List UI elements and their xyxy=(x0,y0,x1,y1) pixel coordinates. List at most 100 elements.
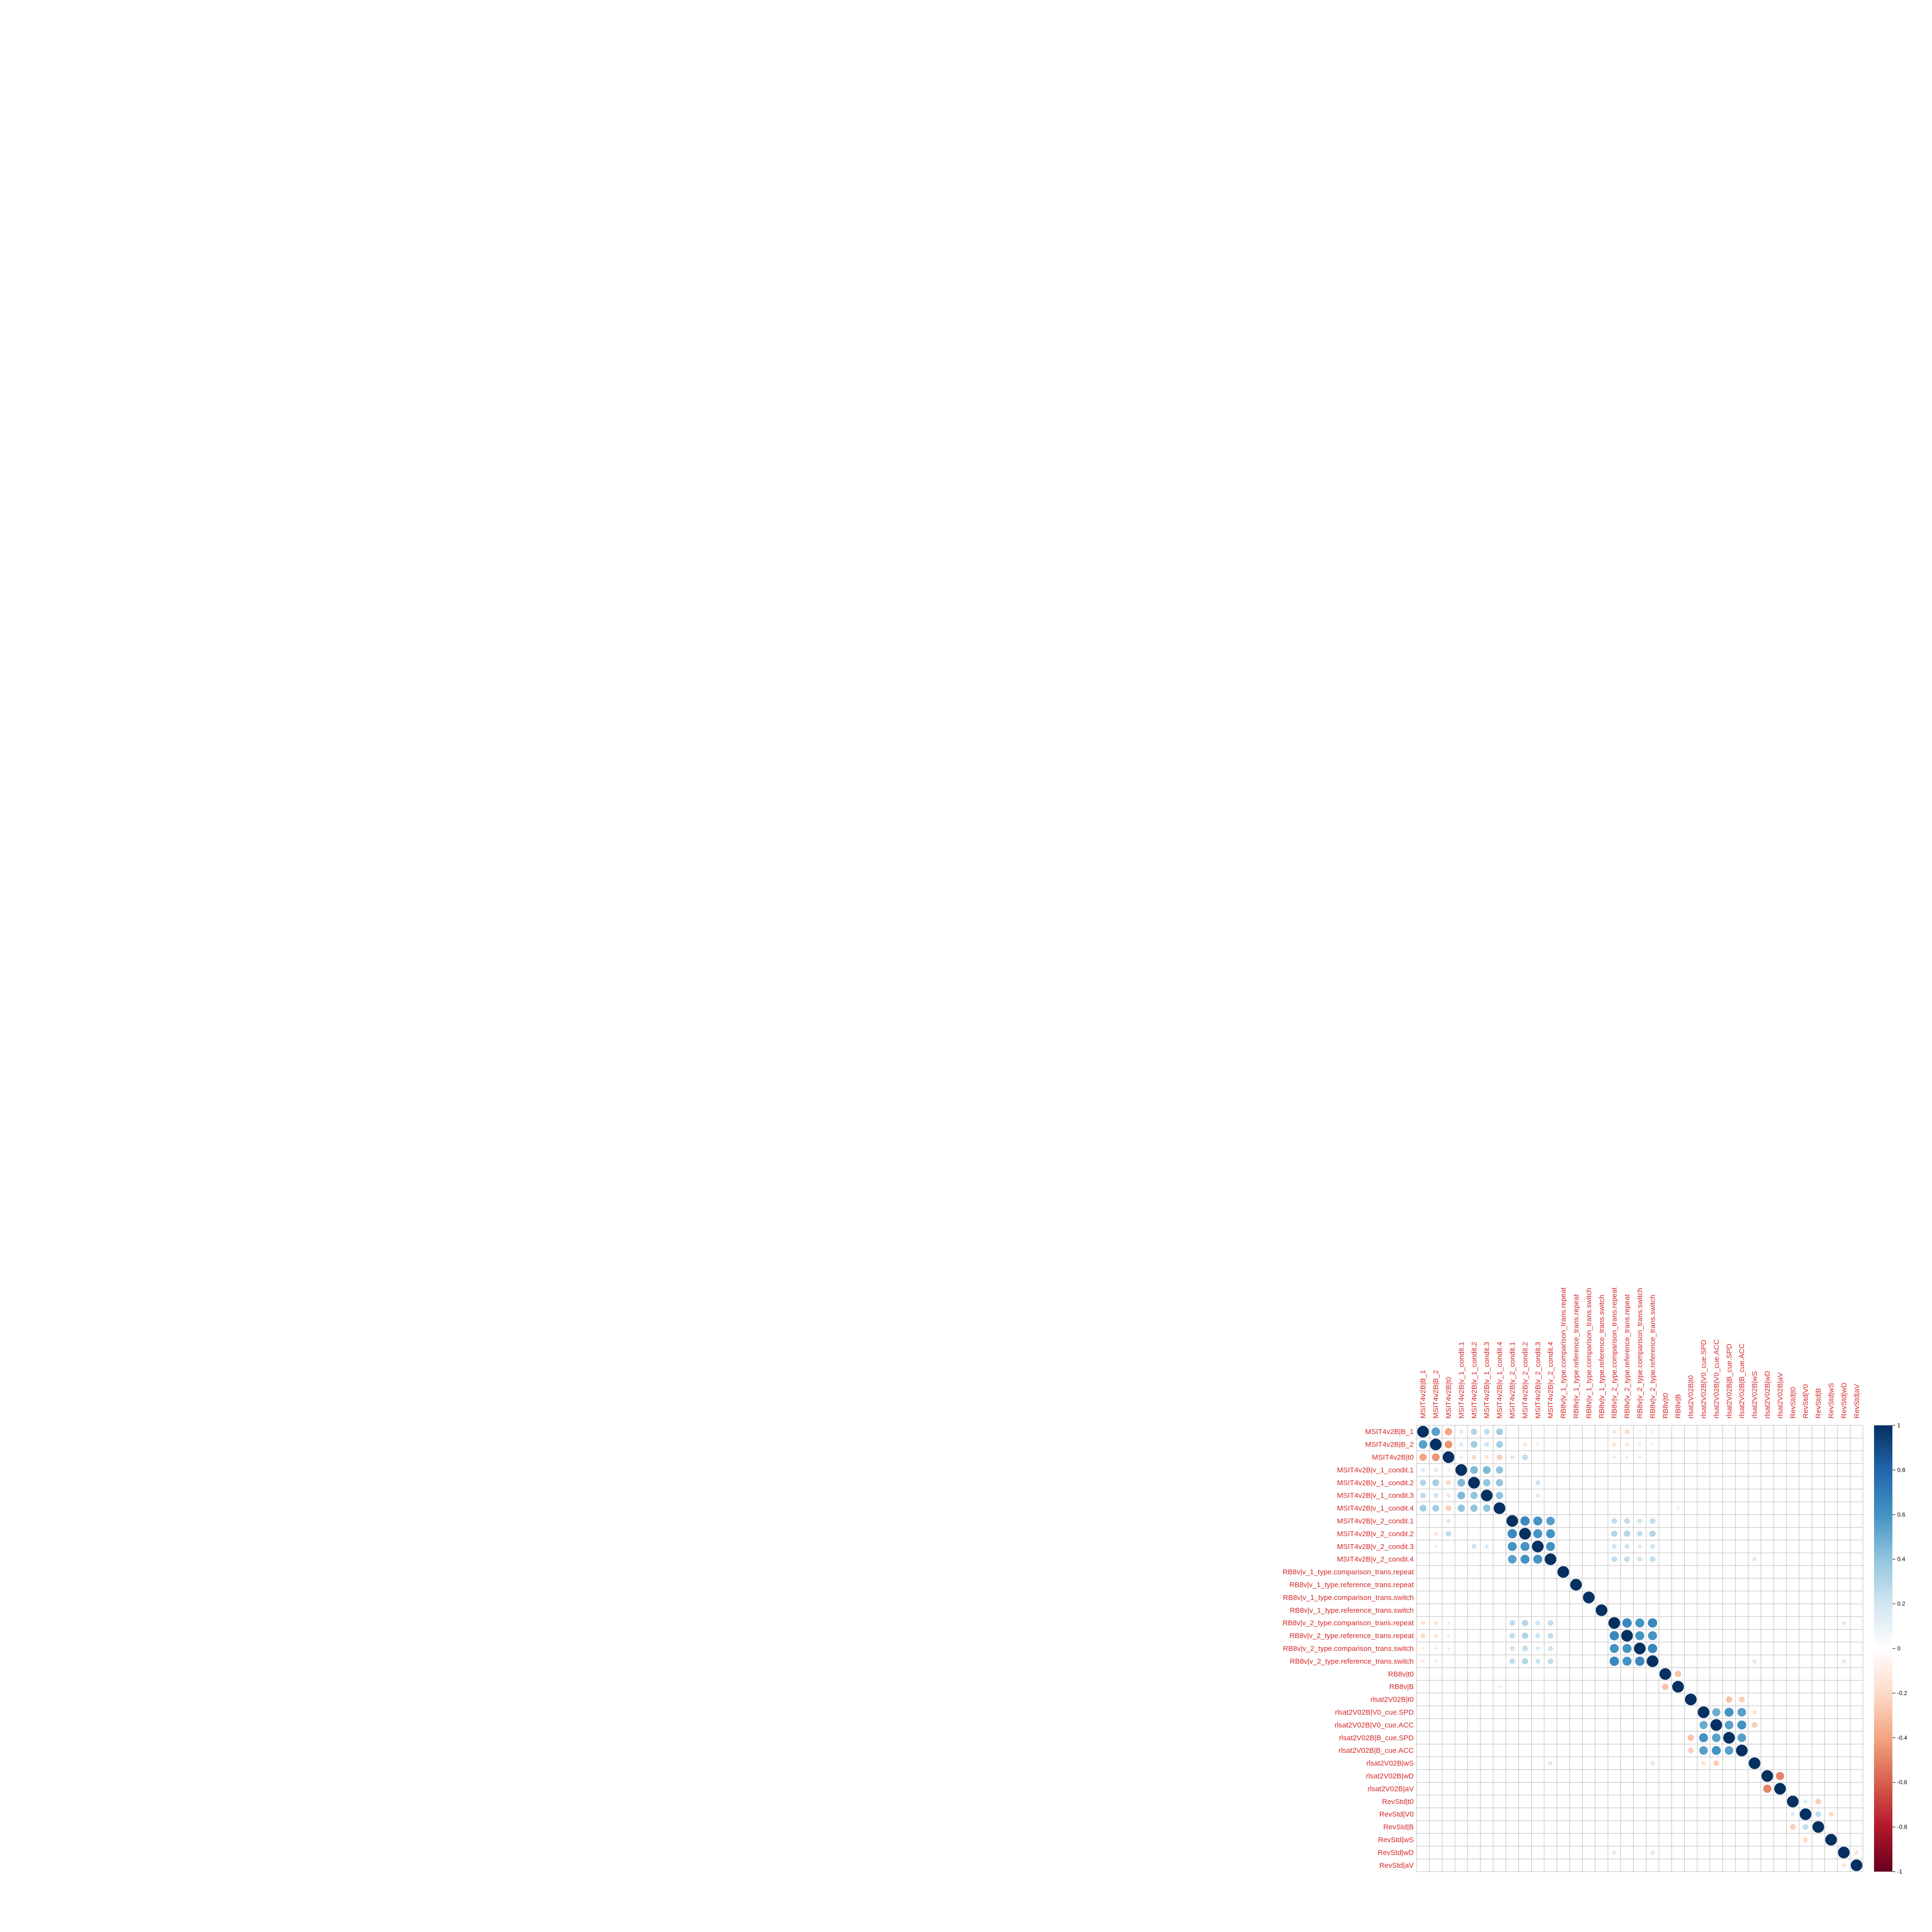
row-label: RB8v|t0 xyxy=(1388,1670,1414,1678)
corr-circle xyxy=(1446,1493,1451,1498)
corr-circle xyxy=(1609,1631,1619,1641)
corr-circle xyxy=(1624,1543,1630,1549)
column-label: RevStd|t0 xyxy=(1789,1387,1797,1419)
corr-circle xyxy=(1495,1428,1504,1435)
column-label: RB8v|B xyxy=(1674,1394,1682,1419)
corr-circle xyxy=(1459,1429,1464,1435)
colorbar-tick-label: 0.8 xyxy=(1897,1466,1905,1473)
corr-circle xyxy=(1534,1633,1541,1639)
corr-circle xyxy=(1557,1565,1570,1578)
corr-circle xyxy=(1815,1811,1822,1818)
corr-circle xyxy=(1752,1557,1757,1562)
corr-circle xyxy=(1790,1812,1795,1817)
corr-circle xyxy=(1432,1479,1440,1487)
corr-circle xyxy=(1710,1719,1723,1732)
corr-circle xyxy=(1547,1619,1554,1626)
colorbar-tick-label: -1 xyxy=(1897,1868,1903,1875)
row-label: RB8v|v_1_type.reference_trans.repeat xyxy=(1290,1581,1414,1589)
column-label: MSIT4v2B|v_2_condit.4 xyxy=(1547,1342,1555,1419)
column-label: rlsat2V02B|V0_cue.SPD xyxy=(1700,1340,1708,1419)
corr-circle xyxy=(1624,1556,1631,1563)
column-label: RevStd|aV xyxy=(1853,1384,1861,1419)
corr-circle xyxy=(1457,1504,1465,1512)
corr-circle xyxy=(1470,1440,1478,1449)
grid-lines xyxy=(1416,1425,1863,1872)
correlation-circles xyxy=(1417,1425,1863,1872)
corr-circle xyxy=(1622,1656,1632,1666)
row-label: rlsat2V02B|wD xyxy=(1366,1772,1414,1780)
corr-circle xyxy=(1509,1633,1516,1639)
corr-circle xyxy=(1534,1479,1541,1486)
corr-circle xyxy=(1497,1684,1502,1689)
corr-circle xyxy=(1444,1428,1453,1436)
corr-circle xyxy=(1484,1454,1490,1460)
corr-circle xyxy=(1420,1492,1426,1499)
corr-circle xyxy=(1787,1795,1799,1808)
column-label: RB8v|v_1_type.reference_trans.repeat xyxy=(1572,1294,1580,1419)
column-label: rlsat2V02B|V0_cue.ACC xyxy=(1712,1339,1720,1419)
row-label: MSIT4v2B|v_2_condit.2 xyxy=(1337,1530,1414,1538)
corr-circle xyxy=(1609,1644,1619,1653)
corr-circle xyxy=(1850,1859,1863,1872)
corr-circle xyxy=(1484,1544,1490,1549)
corr-circle xyxy=(1608,1617,1620,1629)
corr-circle xyxy=(1421,1467,1426,1473)
corr-circle xyxy=(1625,1455,1629,1460)
corr-circle xyxy=(1687,1734,1694,1741)
corr-circle xyxy=(1570,1578,1582,1591)
corr-circle xyxy=(1446,1468,1451,1472)
corr-circle xyxy=(1520,1554,1530,1564)
corr-circle xyxy=(1854,1850,1859,1855)
corr-circle xyxy=(1697,1706,1710,1719)
corr-circle xyxy=(1482,1465,1491,1475)
row-label: MSIT4v2B|v_2_condit.4 xyxy=(1337,1555,1414,1563)
corr-circle xyxy=(1724,1720,1734,1730)
corr-circle xyxy=(1420,1633,1426,1639)
corr-circle xyxy=(1483,1478,1491,1487)
corr-circle xyxy=(1611,1543,1618,1549)
corr-circle xyxy=(1535,1646,1540,1651)
corr-circle xyxy=(1483,1504,1491,1512)
corr-circle xyxy=(1446,1479,1451,1486)
corr-circle xyxy=(1483,1428,1490,1435)
corr-circle xyxy=(1635,1618,1645,1628)
corr-circle xyxy=(1636,1530,1643,1537)
corr-circle xyxy=(1548,1761,1553,1766)
column-label: MSIT4v2B|v_1_condit.1 xyxy=(1457,1342,1465,1419)
corr-circle xyxy=(1546,1541,1556,1551)
colorbar-tick-label: -0.4 xyxy=(1897,1734,1907,1741)
corr-circle xyxy=(1622,1644,1632,1653)
column-label: RevStd|V0 xyxy=(1802,1384,1810,1419)
corr-circle xyxy=(1724,1707,1734,1717)
row-label: RB8v|v_2_type.reference_trans.repeat xyxy=(1290,1632,1414,1640)
corr-circle xyxy=(1470,1492,1478,1500)
corr-circle xyxy=(1611,1518,1618,1524)
corr-circle xyxy=(1837,1846,1850,1859)
corr-circle xyxy=(1699,1746,1708,1755)
corr-circle xyxy=(1634,1656,1645,1666)
corr-circle xyxy=(1506,1515,1519,1527)
corr-circle xyxy=(1533,1529,1543,1539)
column-label: RB8v|v_2_type.reference_trans.switch xyxy=(1648,1294,1657,1419)
corr-circle xyxy=(1509,1454,1515,1460)
corr-circle xyxy=(1612,1442,1617,1447)
corr-circle xyxy=(1725,1696,1733,1703)
corr-circle xyxy=(1841,1659,1847,1664)
corr-circle xyxy=(1752,1659,1757,1664)
corr-circle xyxy=(1496,1454,1503,1461)
corr-circle xyxy=(1612,1455,1617,1460)
corr-circle xyxy=(1815,1798,1822,1805)
column-label: rlsat2V02B|B_cue.ACC xyxy=(1738,1343,1746,1419)
corr-circle xyxy=(1650,1429,1655,1434)
column-label: MSIT4v2B|v_1_condit.4 xyxy=(1496,1342,1504,1419)
colorbar-tick-label: -0.8 xyxy=(1897,1824,1907,1831)
row-label: rlsat2V02B|B_cue.ACC xyxy=(1338,1747,1414,1755)
corr-circle xyxy=(1635,1631,1645,1641)
corr-circle xyxy=(1609,1656,1619,1666)
corr-circle xyxy=(1752,1709,1757,1715)
corr-circle xyxy=(1520,1541,1530,1551)
corr-circle xyxy=(1442,1451,1455,1463)
row-label: MSIT4v2B|v_2_condit.1 xyxy=(1337,1517,1414,1525)
corr-circle xyxy=(1699,1733,1708,1743)
corr-circle xyxy=(1546,1516,1555,1526)
